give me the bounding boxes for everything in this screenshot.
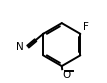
Text: N: N	[16, 42, 24, 52]
Text: O: O	[63, 70, 71, 80]
Text: F: F	[83, 22, 89, 32]
